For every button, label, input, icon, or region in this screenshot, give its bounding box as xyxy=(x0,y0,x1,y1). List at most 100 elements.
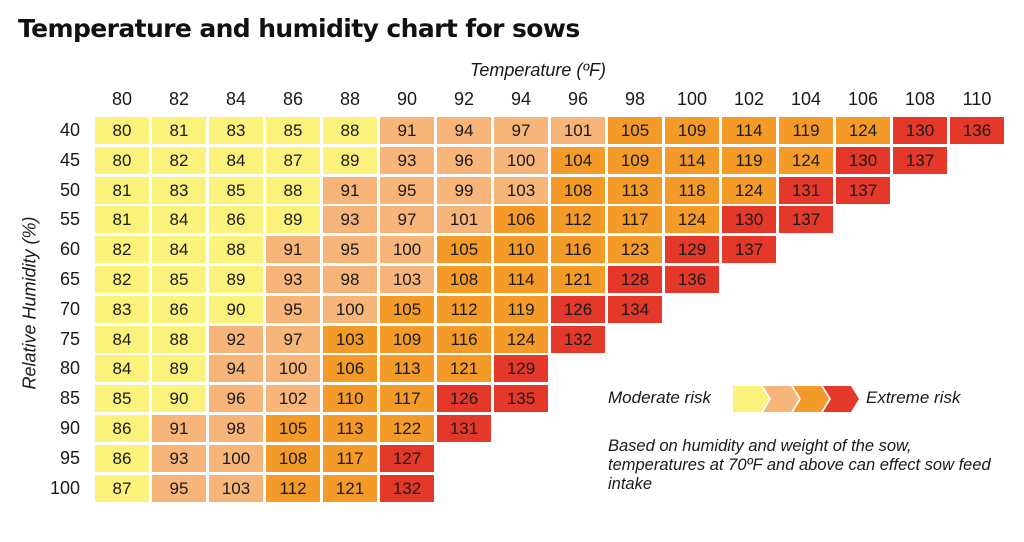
x-tick-label: 92 xyxy=(453,89,475,109)
y-tick-label: 70 xyxy=(59,298,80,319)
x-tick-label: 80 xyxy=(111,89,133,109)
x-axis-label: Temperature (ºF) xyxy=(470,60,606,80)
heatmap-cell: 124 xyxy=(836,117,890,144)
heatmap-cell: 112 xyxy=(437,295,491,323)
y-tick-label: 45 xyxy=(59,149,80,170)
heatmap-cell: 89 xyxy=(209,266,263,293)
heatmap-cell: 130 xyxy=(722,206,776,234)
heatmap-cell: 113 xyxy=(380,355,434,383)
heatmap-cell: 105 xyxy=(608,117,662,144)
heatmap-cell: 97 xyxy=(494,117,548,144)
heatmap-cell: 105 xyxy=(266,415,320,442)
y-tick-label: 90 xyxy=(59,418,80,438)
heatmap-cell: 129 xyxy=(494,355,548,383)
heatmap-cell: 118 xyxy=(665,176,719,204)
y-tick-label: 60 xyxy=(59,239,80,260)
heatmap-cell: 124 xyxy=(494,325,548,353)
heatmap-cell: 96 xyxy=(209,385,263,413)
legend-arrows xyxy=(733,386,859,412)
heatmap-cell: 126 xyxy=(437,385,491,413)
heatmap-cell: 84 xyxy=(152,236,206,264)
x-tick-label: 108 xyxy=(904,89,936,109)
heatmap-cell: 86 xyxy=(209,206,263,234)
y-tick-label: 65 xyxy=(59,269,80,289)
heatmap-cell: 113 xyxy=(323,415,377,442)
x-tick-label: 94 xyxy=(510,89,532,109)
x-tick-label: 102 xyxy=(733,89,765,109)
heatmap-cell: 103 xyxy=(323,325,377,353)
heatmap-cell: 100 xyxy=(209,444,263,472)
heatmap-cell: 82 xyxy=(95,236,149,264)
heatmap-cell: 124 xyxy=(665,206,719,234)
legend-swatch xyxy=(763,386,799,412)
heatmap-cell: 81 xyxy=(95,206,149,234)
heatmap-cell: 91 xyxy=(323,176,377,204)
heatmap-cell: 114 xyxy=(722,117,776,144)
x-tick-label: 110 xyxy=(962,89,992,109)
heatmap-cell: 96 xyxy=(437,146,491,174)
heatmap-cell: 84 xyxy=(95,355,149,383)
heatmap-cell: 131 xyxy=(779,176,833,204)
heatmap-cell: 100 xyxy=(380,236,434,264)
heatmap-cell: 108 xyxy=(437,266,491,293)
heatmap-cell: 103 xyxy=(380,266,434,293)
x-tick-label: 88 xyxy=(339,89,361,109)
x-tick-label: 98 xyxy=(624,89,646,109)
x-tick-label: 90 xyxy=(396,89,418,109)
heatmap-cell: 132 xyxy=(551,325,605,353)
legend-low-label: Moderate risk xyxy=(608,388,711,407)
heatmap-cell: 110 xyxy=(494,236,548,264)
y-tick-label: 95 xyxy=(59,447,80,468)
heatmap-cell: 98 xyxy=(209,415,263,442)
heatmap-cell: 80 xyxy=(95,146,149,174)
heatmap-cell: 113 xyxy=(608,176,662,204)
heatmap-cell: 89 xyxy=(323,146,377,174)
heatmap-cell: 90 xyxy=(152,385,206,413)
heatmap-cell: 83 xyxy=(95,295,149,323)
heatmap-cell: 85 xyxy=(152,266,206,293)
heatmap-cell: 92 xyxy=(209,325,263,353)
heatmap-cell: 100 xyxy=(494,146,548,174)
heatmap-cell: 95 xyxy=(380,176,434,204)
heatmap-cell: 103 xyxy=(494,176,548,204)
heatmap-cell: 137 xyxy=(893,146,947,174)
heatmap-cell: 91 xyxy=(152,415,206,442)
heatmap-cell: 94 xyxy=(209,355,263,383)
heatmap-cell: 102 xyxy=(266,385,320,413)
heatmap-cell: 116 xyxy=(551,236,605,264)
heatmap-cell: 104 xyxy=(551,146,605,174)
heatmap-cell: 110 xyxy=(323,385,377,413)
heatmap-cell: 117 xyxy=(323,444,377,472)
x-tick-label: 84 xyxy=(225,89,247,109)
heatmap-cell: 121 xyxy=(437,355,491,383)
heatmap-cell: 106 xyxy=(323,355,377,383)
x-tick-label: 100 xyxy=(676,89,708,109)
heatmap-cell: 90 xyxy=(209,295,263,323)
heatmap-cell: 94 xyxy=(437,117,491,144)
y-tick-label: 40 xyxy=(59,120,80,140)
heatmap-cell: 95 xyxy=(266,295,320,323)
y-tick-label: 75 xyxy=(59,328,80,349)
heatmap-cell: 88 xyxy=(209,236,263,264)
heatmap-cell: 119 xyxy=(494,295,548,323)
x-tick-label: 106 xyxy=(847,89,879,109)
chart-title: Temperature and humidity chart for sows xyxy=(18,14,580,43)
heatmap-cell: 105 xyxy=(437,236,491,264)
y-tick-label: 85 xyxy=(59,388,80,409)
heatmap-cell: 108 xyxy=(266,444,320,472)
heatmap-cell: 82 xyxy=(95,266,149,293)
heatmap-cell: 137 xyxy=(836,176,890,204)
heatmap-cell: 136 xyxy=(665,266,719,293)
heatmap-cell: 121 xyxy=(323,474,377,502)
heatmap-cell: 89 xyxy=(266,206,320,234)
heatmap-cell: 89 xyxy=(152,355,206,383)
x-tick-label: 104 xyxy=(790,89,822,109)
x-tick-label: 86 xyxy=(282,89,304,109)
heatmap-cell: 128 xyxy=(608,266,662,293)
heatmap-cell: 105 xyxy=(380,295,434,323)
heatmap-cell: 81 xyxy=(152,117,206,144)
heatmap-cell: 93 xyxy=(152,444,206,472)
y-tick-label: 80 xyxy=(59,358,80,379)
heatmap-cell: 87 xyxy=(95,474,149,502)
heatmap-cell: 88 xyxy=(323,117,377,144)
